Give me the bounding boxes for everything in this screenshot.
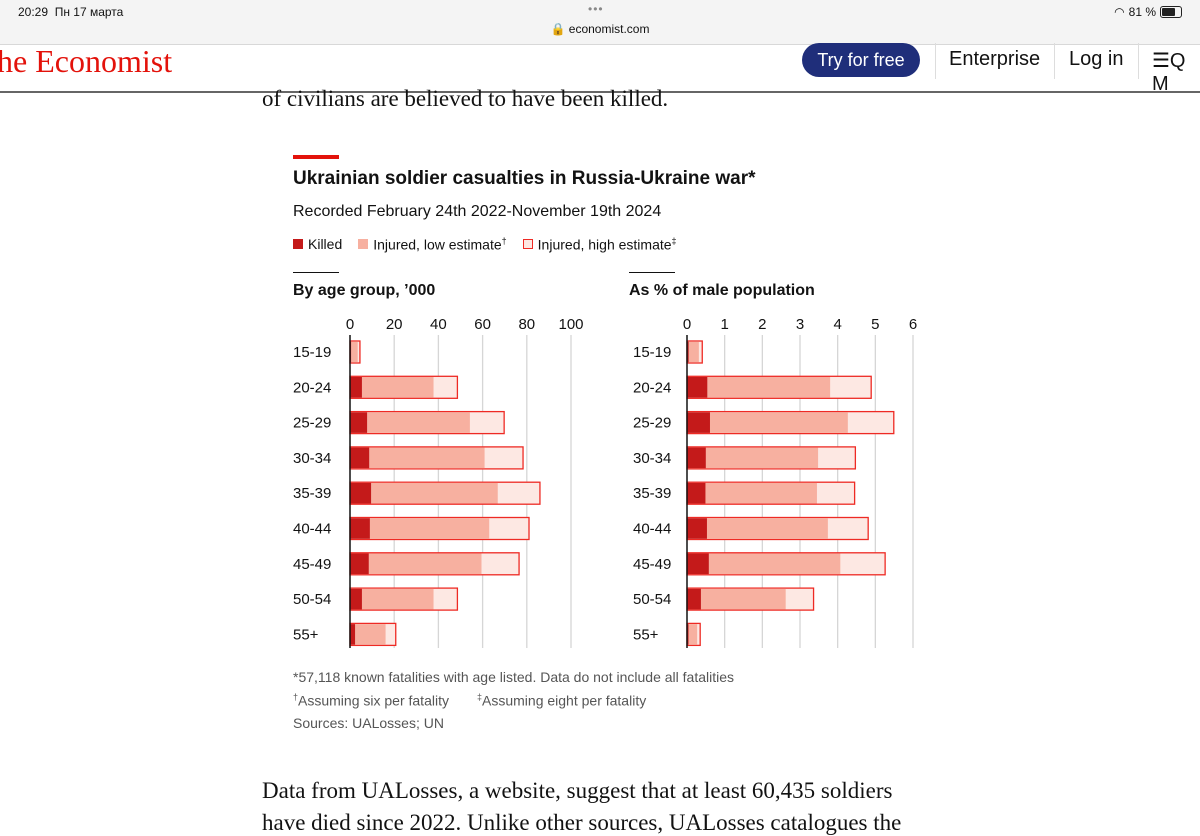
chart-pct-male: 0 1 2 3 4 5 6 15-19 20-24 25-29 30-34 35-39 40-44 45-… [633, 316, 917, 648]
menu-search-icon: ☰Q [1152, 50, 1186, 72]
bar-injured-low [706, 518, 828, 539]
site-header: he Economist Try for free Enterprise Log… [0, 43, 1200, 95]
bar-injured-low [368, 553, 482, 575]
chart-accent-bar [293, 155, 339, 159]
category-label: 45-49 [293, 556, 331, 573]
bar-killed [687, 447, 706, 469]
category-label: 50-54 [633, 591, 671, 608]
bar-injured-low [709, 412, 848, 433]
x-tick-label: 4 [833, 316, 841, 333]
bar-injured-low [688, 624, 698, 645]
bar-injured-low [355, 624, 386, 645]
bar-injured-low [361, 377, 434, 398]
bar-injured-low [705, 482, 817, 504]
x-tick-label: 2 [758, 316, 766, 333]
bar-killed [350, 447, 370, 469]
battery-icon [1160, 6, 1182, 18]
category-label: 20-24 [633, 379, 671, 396]
bar-killed [687, 624, 689, 645]
legend-injured-low: Injured, low estimate† [358, 236, 507, 253]
chart-subtitle: Recorded February 24th 2022-November 19t… [293, 203, 662, 220]
bar-killed [687, 377, 708, 398]
legend-killed: Killed [293, 236, 342, 253]
category-label: 50-54 [293, 591, 331, 608]
category-label: 25-29 [293, 415, 331, 432]
bar-injured-low [361, 588, 434, 610]
bar-injured-low [700, 588, 786, 610]
category-label: 55+ [633, 626, 659, 643]
x-tick-label: 3 [796, 316, 804, 333]
x-tick-label: 100 [558, 316, 583, 333]
footnote-eight: ‡Assuming eight per fatality [477, 692, 647, 709]
x-tick-label: 40 [430, 316, 447, 333]
sources: Sources: UALosses; UN [293, 715, 444, 731]
status-bar: 20:29 Пн 17 марта ••• 🔒 economist.com ◠ 8… [0, 0, 1200, 45]
chart-by-age: 0 20 40 60 80 100 15-19 20-24 25-29 30-34 35-39 40-… [293, 316, 584, 648]
x-tick-label: 1 [720, 316, 728, 333]
chart-title: Ukrainian soldier casualties in Russia-U… [293, 168, 756, 189]
battery-status: ◠ 81 % [1114, 5, 1182, 19]
category-label: 25-29 [633, 415, 671, 432]
bar-injured-low [371, 482, 498, 504]
bar-injured-low [369, 447, 485, 469]
bar-killed [687, 518, 707, 539]
x-tick-label: 5 [871, 316, 879, 333]
bar-injured-low [351, 341, 358, 363]
status-time: 20:29 Пн 17 марта [18, 5, 124, 19]
category-label: 15-19 [293, 344, 331, 361]
category-label: 30-34 [633, 450, 671, 467]
bar-injured-low [708, 553, 841, 575]
bar-killed [687, 588, 701, 610]
category-label: 40-44 [293, 521, 331, 538]
panel-title-age: By age group, ’000 [293, 282, 436, 299]
x-tick-label: 0 [346, 316, 354, 333]
article-text: have died since 2022. Unlike other sourc… [262, 810, 902, 835]
bar-killed [350, 377, 362, 398]
logo[interactable]: he Economist [0, 43, 173, 79]
category-label: 20-24 [293, 379, 331, 396]
bar-killed [350, 588, 362, 610]
bar-injured-low [688, 341, 699, 363]
category-label: 15-19 [633, 344, 671, 361]
footnote-six: †Assuming six per fatality [293, 692, 449, 709]
bar-killed [350, 553, 369, 575]
enterprise-link[interactable]: Enterprise [949, 48, 1041, 70]
category-label: 30-34 [293, 450, 331, 467]
x-tick-label: 6 [909, 316, 917, 333]
try-for-free-button[interactable]: Try for free [802, 43, 920, 77]
menu-search-button[interactable]: ☰Q M [1152, 50, 1186, 95]
bar-killed [350, 624, 356, 645]
bar-killed [687, 341, 689, 363]
article-text: of civilians are believed to have been k… [262, 86, 669, 111]
category-label: 55+ [293, 626, 319, 643]
bar-killed [350, 412, 368, 433]
legend-injured-high: Injured, high estimate‡ [522, 236, 677, 253]
x-tick-label: 60 [474, 316, 491, 333]
login-link[interactable]: Log in [1069, 48, 1124, 70]
bar-killed [350, 518, 370, 539]
tab-dots-icon[interactable]: ••• [588, 2, 604, 16]
category-label: 35-39 [633, 485, 671, 502]
x-tick-label: 20 [386, 316, 403, 333]
article-text: Data from UALosses, a website, suggest t… [262, 778, 893, 803]
bar-killed [687, 482, 706, 504]
bar-killed [687, 412, 710, 433]
category-label: 40-44 [633, 521, 671, 538]
legend: Killed Injured, low estimate† Injured, h… [293, 236, 677, 253]
bar-injured-low [367, 412, 470, 433]
bar-injured-low [369, 518, 490, 539]
bar-killed [350, 482, 372, 504]
x-tick-label: 0 [683, 316, 691, 333]
x-tick-label: 80 [518, 316, 535, 333]
panel-title-pct: As % of male population [629, 282, 815, 299]
bar-injured-low [705, 447, 819, 469]
bar-injured-low [707, 377, 831, 398]
category-label: 35-39 [293, 485, 331, 502]
url-bar[interactable]: 🔒 economist.com [550, 22, 650, 36]
wifi-icon: ◠ [1114, 5, 1125, 19]
category-label: 45-49 [633, 556, 671, 573]
footnote-fatalities: *57,118 known fatalities with age listed… [293, 669, 735, 685]
bar-killed [687, 553, 709, 575]
